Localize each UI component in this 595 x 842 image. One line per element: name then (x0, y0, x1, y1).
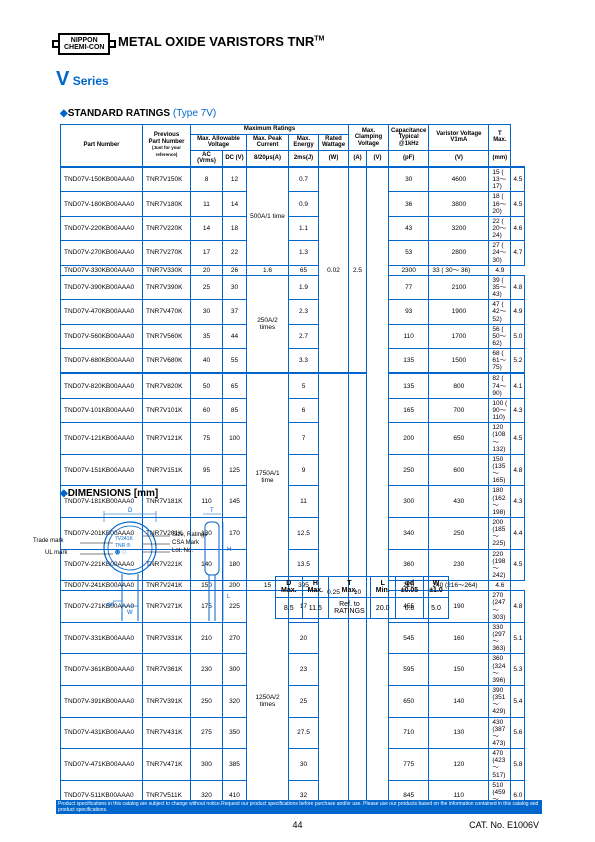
svg-text:D: D (128, 508, 133, 514)
ratings-table: Part Number Previous Part Number(Just fo… (60, 124, 525, 812)
table-row: TND07V-270KB00AAA0TNR7V270K17221.3532800… (61, 241, 525, 265)
trade-mark-label: Trade mark (33, 538, 63, 544)
dimensions-header: ◆DIMENSIONS [mm] (60, 488, 158, 499)
svg-text:φd: φd (107, 602, 114, 608)
svg-text:T: T (210, 508, 214, 514)
table-row: TND07V-330KB00AAA0TNR7V330K20261.6652300… (61, 265, 525, 275)
table-row: TND07V-220KB00AAA0TNR7V220K14181.1433200… (61, 216, 525, 240)
table-row: TND07V-820KB00AAA0TNR7V820K50651750A/1 t… (61, 373, 525, 398)
table-row: TND07V-390KB00AAA0TNR7V390K2530250A/2 ti… (61, 275, 525, 299)
table-row: TND07V-680KB00AAA0TNR7V680K40553.3135150… (61, 349, 525, 374)
lot-no-label: Lot. No. (172, 548, 193, 554)
footer-disclaimer: Product specifications in this catalog a… (56, 800, 542, 814)
table-row: TND07V-151KB00AAA0TNR7V151K9512592506001… (61, 454, 525, 486)
ratings-header: ◆STANDARD RATINGS (Type 7V) (60, 108, 216, 119)
svg-text:L: L (227, 594, 231, 600)
table-row: TND07V-361KB00AAA0TNR7V361K2303002359515… (61, 654, 525, 686)
table-row: TND07V-150KB00AAA0TNR7V150K812500A/1 tim… (61, 167, 525, 192)
catalog-number: CAT. No. E1006V (469, 820, 539, 830)
svg-text:TNR ®: TNR ® (115, 542, 131, 549)
page-number: 44 (292, 820, 302, 830)
brand-logo: NIPPONCHEMI-CON (58, 33, 110, 55)
table-row: TND07V-180KB00AAA0TNR7V180K11140.9363800… (61, 192, 525, 216)
table-row: TND07V-471KB00AAA0TNR7V471K3003853077512… (61, 749, 525, 781)
dimensions-table: D Max.H Max.T Max.L Min.φd ±0.05W ±1.0 8… (275, 576, 449, 619)
svg-text:🅤 ◇: 🅤 ◇ (115, 550, 126, 556)
table-row: TND07V-560KB00AAA0TNR7V560K35442.7110170… (61, 324, 525, 348)
series-label: V Series (56, 68, 109, 91)
size-ratings-label: Size, Ratings (172, 532, 207, 538)
svg-text:H: H (227, 547, 231, 553)
table-row: TND07V-101KB00AAA0TNR7V101K6085616570010… (61, 398, 525, 422)
table-row: TND07V-121KB00AAA0TNR7V121K7510072006501… (61, 423, 525, 455)
ul-mark-label: UL mark (45, 550, 67, 556)
svg-text:W: W (127, 610, 133, 616)
table-row: TND07V-431KB00AAA0TNR7V431K27535027.5710… (61, 717, 525, 749)
csa-mark-label: CSA Mark (172, 540, 199, 546)
dimension-diagram: 7V241K TNR ® 🅤 ◇ D W φd T H L (75, 506, 255, 626)
table-row: TND07V-470KB00AAA0TNR7V470K30372.3931900… (61, 300, 525, 324)
table-row: TND07V-331KB00AAA0TNR7V331K2102702054516… (61, 622, 525, 654)
table-row: TND07V-391KB00AAA0TNR7V391K2503202565014… (61, 685, 525, 717)
main-title: METAL OXIDE VARISTORS TNRTM (118, 34, 324, 49)
svg-text:7V241K: 7V241K (115, 536, 133, 542)
